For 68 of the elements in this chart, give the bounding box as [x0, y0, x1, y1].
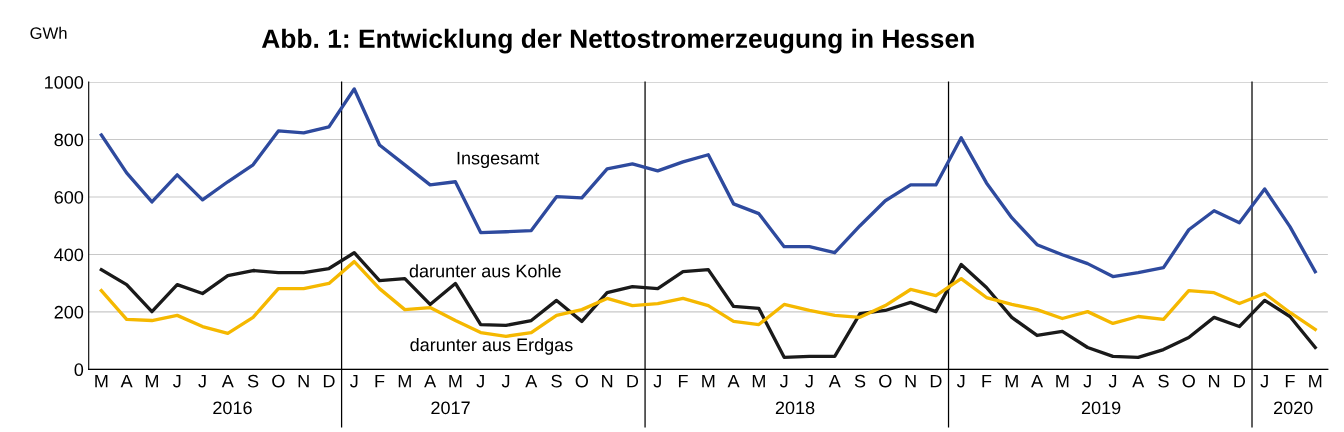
annotation: Insgesamt [457, 151, 540, 169]
x-tick-label: M [1056, 374, 1069, 388]
x-tick-label: F [678, 374, 688, 388]
x-tick-label: J [956, 374, 965, 388]
x-tick-label: A [727, 374, 740, 388]
x-tick-label: J [1083, 374, 1091, 388]
y-tick-label: 400 [54, 248, 84, 262]
x-tick-label: A [120, 374, 133, 388]
x-tick-label: A [1031, 374, 1044, 388]
x-tick-label: O [575, 374, 588, 388]
x-tick-label: A [1132, 374, 1145, 388]
text: 2017 [431, 401, 470, 415]
y-tick-label: 0 [74, 363, 84, 377]
annotation: darunter aus Kohle [409, 264, 561, 278]
annotation: darunter aus Erdgas [410, 337, 573, 355]
text: 2019 [1081, 401, 1121, 415]
x-tick-label: A [424, 374, 437, 388]
x-tick-label: S [854, 374, 866, 388]
x-tick-label: S [1158, 374, 1169, 388]
text: 2018 [775, 401, 815, 415]
x-tick-label: J [476, 374, 484, 388]
y-tick-label: 200 [54, 305, 84, 319]
x-tick-label: J [172, 374, 181, 388]
x-tick-label: J [501, 374, 510, 388]
x-tick-label: F [982, 374, 992, 388]
x-tick-label: S [551, 374, 562, 388]
x-tick-label: D [930, 374, 942, 388]
x-tick-label: M [449, 374, 462, 388]
x-tick-label: M [1309, 374, 1322, 388]
x-tick-label: N [1209, 374, 1220, 388]
x-tick-label: J [779, 374, 788, 388]
x-tick-label: D [323, 374, 335, 388]
x-tick-label: O [1182, 374, 1195, 388]
x-tick-label: D [1234, 374, 1246, 388]
text: 2016 [213, 401, 252, 415]
x-tick-label: J [198, 374, 206, 388]
x-tick-label: F [1285, 374, 1295, 388]
x-tick-label: J [805, 374, 813, 388]
x-tick-label: A [525, 374, 538, 388]
x-tick-label: M [145, 374, 158, 388]
x-tick-label: O [879, 374, 892, 388]
x-tick-label: A [221, 374, 234, 388]
x-tick-label: A [828, 374, 841, 388]
x-tick-label: N [905, 374, 916, 388]
x-tick-label: J [1260, 374, 1268, 388]
x-tick-label: J [1108, 374, 1117, 388]
x-tick-label: M [1005, 374, 1018, 388]
y-axis-title: GWh [30, 26, 67, 40]
line-series [99, 87, 1317, 279]
line-series [99, 251, 1317, 359]
y-tick-label: 1000 [45, 76, 84, 89]
x-tick-label: D [627, 374, 639, 388]
chart-title: Abb. 1: Entwicklung der Nettostromerzeugung in Hessen [261, 28, 974, 54]
x-tick-label: N [602, 374, 613, 388]
text: 2020 [1274, 401, 1313, 415]
x-tick-label: J [350, 374, 358, 388]
x-tick-label: M [398, 374, 411, 388]
line-series [99, 259, 1317, 338]
x-tick-label: N [298, 374, 309, 388]
x-tick-label: M [752, 374, 765, 388]
x-tick-label: J [653, 374, 661, 388]
y-tick-label: 600 [54, 190, 84, 204]
x-tick-label: M [95, 374, 108, 388]
x-tick-label: M [702, 374, 715, 388]
x-tick-label: F [375, 374, 385, 388]
x-tick-label: O [272, 374, 285, 388]
x-tick-label: S [247, 374, 259, 388]
y-tick-label: 800 [54, 133, 84, 147]
